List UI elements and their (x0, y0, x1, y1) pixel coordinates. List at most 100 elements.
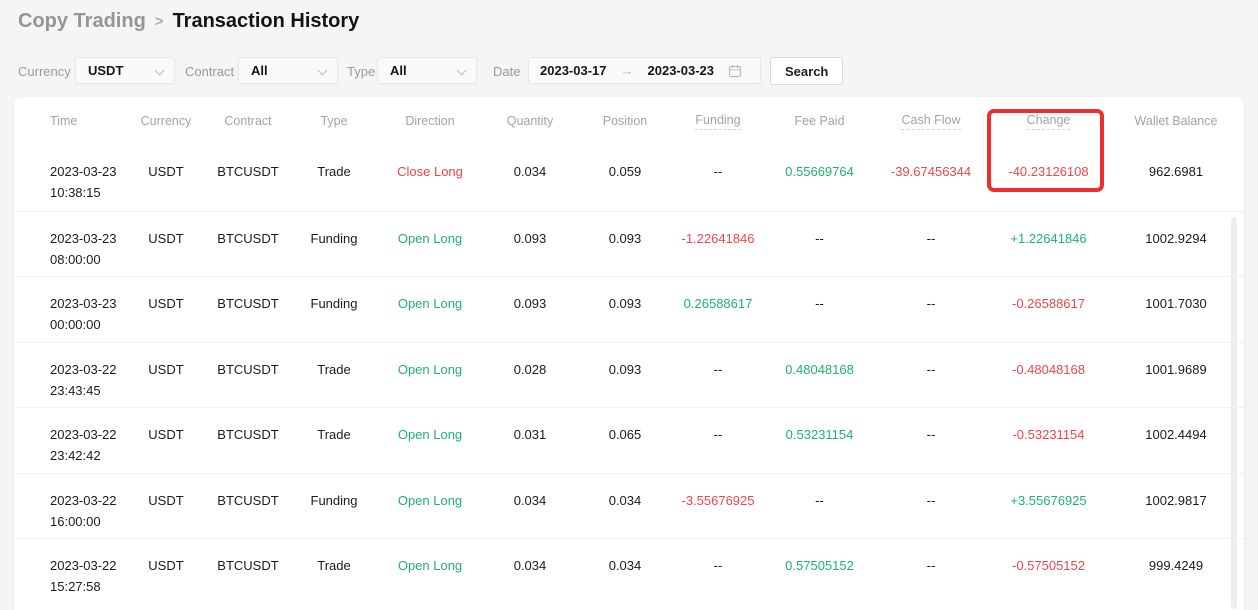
chevron-down-icon (154, 65, 165, 76)
cell-time: 2023-03-23 10:38:15 (50, 164, 117, 200)
column-header-time: Time (50, 114, 78, 128)
search-button[interactable]: Search (770, 57, 844, 85)
cell-change: -0.48048168 (1011, 361, 1085, 377)
date-range-picker[interactable]: 2023-03-17 → 2023-03-23 (528, 57, 761, 84)
table-row: 2023-03-22 15:27:58 USDT BTCUSDT Trade Open L… (14, 538, 1244, 604)
cell-time: 2023-03-23 00:00:00 (50, 296, 117, 332)
cell-currency: USDT (148, 361, 184, 377)
cell-direction: Open Long (397, 492, 463, 508)
table-row: 2023-03-22 23:42:42 USDT BTCUSDT Trade Open L… (14, 407, 1244, 473)
column-header-quantity: Quantity (506, 114, 554, 128)
cell-position: 0.059 (608, 164, 642, 179)
cell-type: Funding (310, 296, 358, 311)
cell-position: 0.093 (608, 296, 642, 311)
cell-type: Trade (317, 164, 351, 179)
cell-type: Trade (317, 427, 351, 442)
cell-wallet_balance: 1002.4494 (1145, 427, 1207, 442)
cell-contract: BTCUSDT (217, 230, 279, 246)
cell-funding: -- (713, 164, 723, 179)
table-row: 2023-03-22 16:00:00 USDT BTCUSDT Funding Open… (14, 472, 1244, 539)
column-header-wallet_balance: Wallet Balance (1134, 114, 1218, 128)
cell-currency: USDT (148, 296, 184, 311)
cell-direction: Open Long (397, 558, 463, 573)
table-row: 2023-03-23 00:00:00 USDT BTCUSDT Funding Open… (14, 276, 1244, 342)
cell-type: Funding (310, 230, 358, 246)
cell-currency: USDT (148, 427, 184, 442)
cell-wallet_balance: 1001.9689 (1145, 361, 1207, 377)
currency-select-value: USDT (88, 63, 124, 78)
cell-funding: -1.22641846 (681, 230, 755, 246)
cell-currency: USDT (148, 558, 184, 573)
cell-wallet_balance: 999.4249 (1148, 558, 1204, 573)
table-row: 2023-03-22 23:43:45 USDT BTCUSDT Trade Open L… (14, 341, 1244, 408)
cell-position: 0.065 (608, 427, 642, 442)
contract-label: Contract (185, 64, 235, 79)
cell-contract: BTCUSDT (217, 492, 279, 508)
cell-change: +1.22641846 (1010, 230, 1087, 246)
cell-fee_paid: -- (815, 296, 824, 311)
table-header-row: Time Currency Contract Type Direction Quantit… (14, 97, 1244, 145)
cell-position: 0.093 (608, 361, 642, 377)
cell-currency: USDT (148, 230, 184, 246)
currency-select[interactable]: USDT (75, 57, 175, 84)
cell-funding: -- (713, 361, 723, 377)
chevron-down-icon (456, 65, 467, 76)
cell-change: +3.55676925 (1010, 492, 1087, 508)
column-header-direction: Direction (405, 114, 455, 128)
cell-type: Funding (310, 492, 358, 508)
cell-change: -0.26588617 (1011, 296, 1085, 311)
cell-contract: BTCUSDT (217, 558, 279, 573)
cell-position: 0.034 (608, 492, 642, 508)
contract-select-value: All (251, 63, 268, 78)
cell-direction: Open Long (397, 361, 463, 377)
breadcrumb-separator: > (154, 13, 164, 30)
cell-change: -0.53231154 (1012, 427, 1085, 442)
cell-change: -40.23126108 (1008, 164, 1089, 179)
cell-contract: BTCUSDT (217, 164, 279, 179)
arrow-right-icon: → (620, 63, 634, 78)
cell-cash_flow: -- (926, 427, 936, 442)
cell-cash_flow: -- (926, 492, 936, 508)
breadcrumb: Copy Trading > Transaction History (18, 10, 359, 33)
column-header-currency: Currency (140, 114, 192, 128)
cell-type: Trade (317, 361, 351, 377)
page-title: Transaction History (172, 10, 360, 32)
chevron-down-icon (317, 65, 328, 76)
column-header-funding: Funding (670, 113, 766, 130)
cell-time: 2023-03-22 23:43:45 (50, 361, 117, 398)
cell-fee_paid: -- (815, 230, 824, 246)
cell-fee_paid: 0.57505152 (785, 558, 854, 573)
column-header-change: Change (989, 113, 1108, 130)
date-label: Date (493, 64, 521, 79)
type-label: Type (347, 64, 376, 79)
cell-currency: USDT (148, 492, 184, 508)
type-select[interactable]: All (377, 57, 477, 84)
cell-time: 2023-03-22 23:42:42 (50, 427, 117, 463)
cell-quantity: 0.028 (513, 361, 547, 377)
cell-quantity: 0.034 (513, 492, 547, 508)
cell-quantity: 0.031 (513, 427, 547, 442)
date-end-value: 2023-03-23 (647, 63, 715, 78)
table-row: 2023-03-23 08:00:00 USDT BTCUSDT Funding Open… (14, 210, 1244, 277)
breadcrumb-copy-trading[interactable]: Copy Trading (18, 10, 146, 32)
cell-fee_paid: 0.55669764 (785, 164, 854, 179)
cell-quantity: 0.034 (513, 558, 547, 573)
cell-type: Trade (317, 558, 351, 573)
cell-cash_flow: -- (926, 230, 936, 246)
cell-cash_flow: -- (926, 296, 936, 311)
cell-contract: BTCUSDT (217, 296, 279, 311)
calendar-icon (728, 64, 742, 78)
cell-funding: -3.55676925 (681, 492, 755, 508)
cell-quantity: 0.034 (513, 164, 547, 179)
cell-cash_flow: -- (926, 361, 936, 377)
column-header-position: Position (602, 114, 648, 128)
column-header-fee_paid: Fee Paid (794, 114, 845, 128)
contract-select[interactable]: All (238, 57, 338, 84)
cell-time: 2023-03-22 15:27:58 (50, 558, 117, 594)
vertical-scrollbar[interactable] (1231, 217, 1237, 609)
cell-position: 0.034 (608, 558, 642, 573)
date-start-value: 2023-03-17 (540, 63, 607, 78)
cell-position: 0.093 (608, 230, 642, 246)
column-header-type: Type (320, 114, 348, 128)
